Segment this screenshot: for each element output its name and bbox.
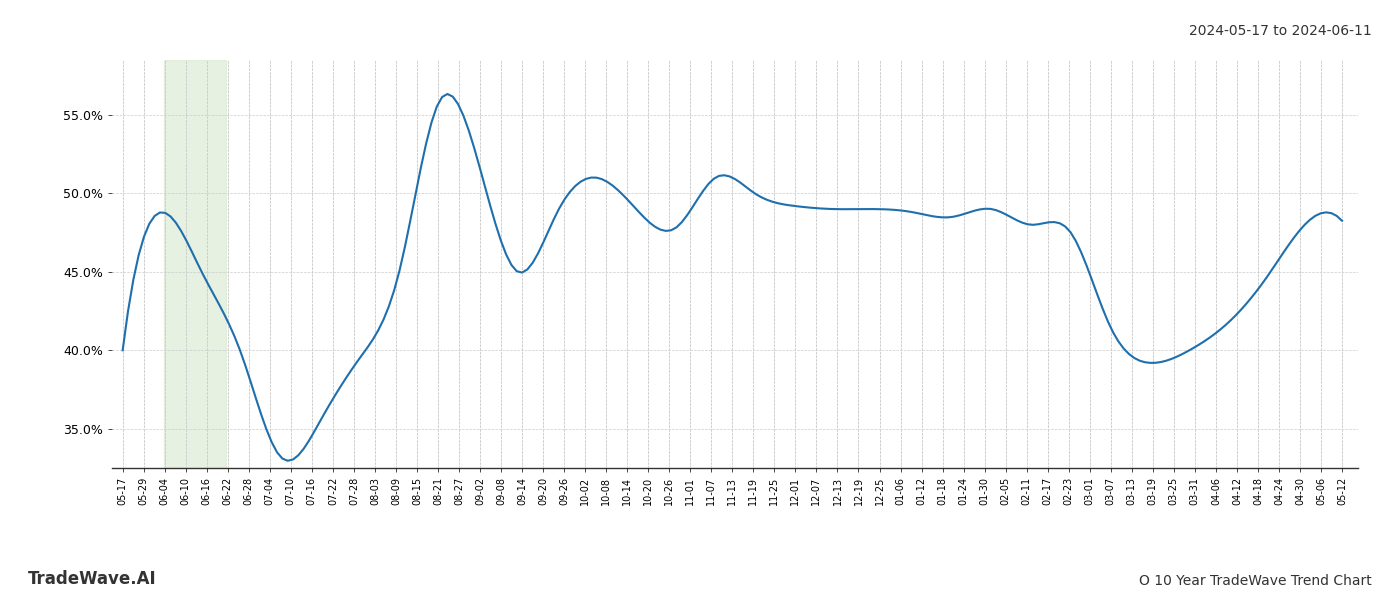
Text: O 10 Year TradeWave Trend Chart: O 10 Year TradeWave Trend Chart	[1140, 574, 1372, 588]
Bar	[164, 60, 227, 468]
Text: TradeWave.AI: TradeWave.AI	[28, 570, 157, 588]
Text: 2024-05-17 to 2024-06-11: 2024-05-17 to 2024-06-11	[1189, 24, 1372, 38]
